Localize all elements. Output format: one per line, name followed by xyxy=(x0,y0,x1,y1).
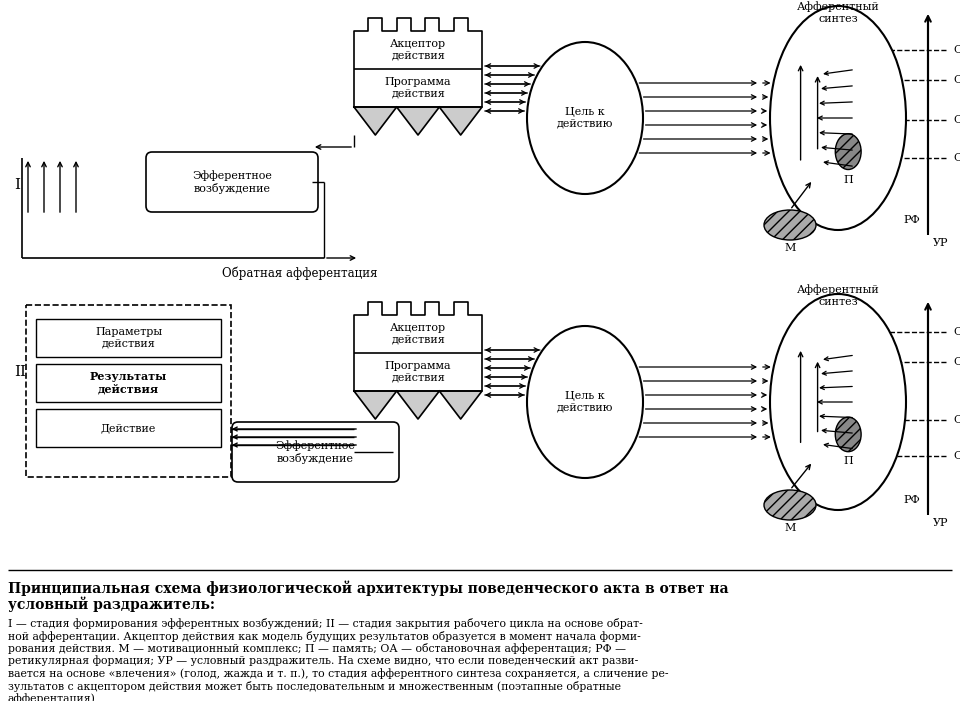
FancyBboxPatch shape xyxy=(146,152,318,212)
Bar xyxy=(36,409,221,447)
Text: I: I xyxy=(14,178,20,192)
Text: П: П xyxy=(843,175,853,184)
Polygon shape xyxy=(354,302,482,391)
Polygon shape xyxy=(354,391,396,419)
Text: Параметры
действия: Параметры действия xyxy=(95,327,162,349)
Text: ОА: ОА xyxy=(953,451,960,461)
Text: Акцептор
действия: Акцептор действия xyxy=(390,323,446,345)
Text: Цель к
действию: Цель к действию xyxy=(557,107,613,129)
Ellipse shape xyxy=(770,294,906,510)
Text: Результаты
действия: Результаты действия xyxy=(90,371,167,395)
Text: условный раздражитель:: условный раздражитель: xyxy=(8,596,215,611)
Polygon shape xyxy=(440,107,482,135)
Polygon shape xyxy=(396,391,440,419)
Ellipse shape xyxy=(835,134,861,170)
Bar xyxy=(36,319,221,357)
Text: синтез: синтез xyxy=(818,297,858,307)
Text: П: П xyxy=(843,456,853,466)
Text: РФ: РФ xyxy=(903,495,920,505)
Text: ОА: ОА xyxy=(953,153,960,163)
Text: рования действия. М — мотивационный комплекс; П — память; ОА — обстановочная афф: рования действия. М — мотивационный комп… xyxy=(8,643,626,654)
Polygon shape xyxy=(396,107,440,135)
Text: ОА: ОА xyxy=(953,415,960,425)
Polygon shape xyxy=(354,107,396,135)
Bar xyxy=(26,305,231,477)
Text: Афферентный: Афферентный xyxy=(797,285,879,295)
Ellipse shape xyxy=(764,210,816,240)
FancyBboxPatch shape xyxy=(232,422,399,482)
Text: зультатов с акцептором действия может быть последовательным и множественным (поэ: зультатов с акцептором действия может бы… xyxy=(8,681,621,691)
Text: вается на основе «влечения» (голод, жажда и т. п.), то стадия афферентного синте: вается на основе «влечения» (голод, жажд… xyxy=(8,668,668,679)
Text: ОА: ОА xyxy=(953,75,960,85)
Text: Акцептор
действия: Акцептор действия xyxy=(390,39,446,61)
Text: Цель к
действию: Цель к действию xyxy=(557,391,613,413)
Text: I — стадия формирования эфферентных возбуждений; II — стадия закрытия рабочего ц: I — стадия формирования эфферентных возб… xyxy=(8,618,643,629)
Text: УР: УР xyxy=(933,518,948,528)
Text: Программа
действия: Программа действия xyxy=(385,77,451,99)
Text: ретикулярная формация; УР — условный раздражитель. На схеме видно, что если пове: ретикулярная формация; УР — условный раз… xyxy=(8,655,638,666)
Text: Обратная афферентация: Обратная афферентация xyxy=(223,266,377,280)
Text: афферентация): афферентация) xyxy=(8,693,96,701)
Text: синтез: синтез xyxy=(818,14,858,24)
Text: Афферентный: Афферентный xyxy=(797,1,879,13)
Text: РФ: РФ xyxy=(903,215,920,225)
Polygon shape xyxy=(440,391,482,419)
Text: ОА: ОА xyxy=(953,327,960,337)
Polygon shape xyxy=(354,18,482,107)
Ellipse shape xyxy=(527,42,643,194)
Ellipse shape xyxy=(835,417,861,451)
Text: ОА: ОА xyxy=(953,357,960,367)
Ellipse shape xyxy=(764,490,816,520)
Text: УР: УР xyxy=(933,238,948,248)
Text: ной афферентации. Акцептор действия как модель будущих результатов образуется в : ной афферентации. Акцептор действия как … xyxy=(8,630,640,641)
Text: Эфферентное
возбуждение: Эфферентное возбуждение xyxy=(192,170,272,193)
Text: ОА: ОА xyxy=(953,115,960,125)
Text: М: М xyxy=(784,243,796,253)
Text: ОА: ОА xyxy=(953,45,960,55)
Bar xyxy=(36,364,221,402)
Ellipse shape xyxy=(527,326,643,478)
Text: М: М xyxy=(784,523,796,533)
Text: Программа
действия: Программа действия xyxy=(385,361,451,383)
Text: Эфферентное
возбуждение: Эфферентное возбуждение xyxy=(276,440,355,464)
Text: Действие: Действие xyxy=(101,423,156,433)
Text: Принципиальная схема физиологической архитектуры поведенческого акта в ответ на: Принципиальная схема физиологической арх… xyxy=(8,580,729,596)
Ellipse shape xyxy=(770,6,906,230)
Text: II: II xyxy=(14,365,26,379)
